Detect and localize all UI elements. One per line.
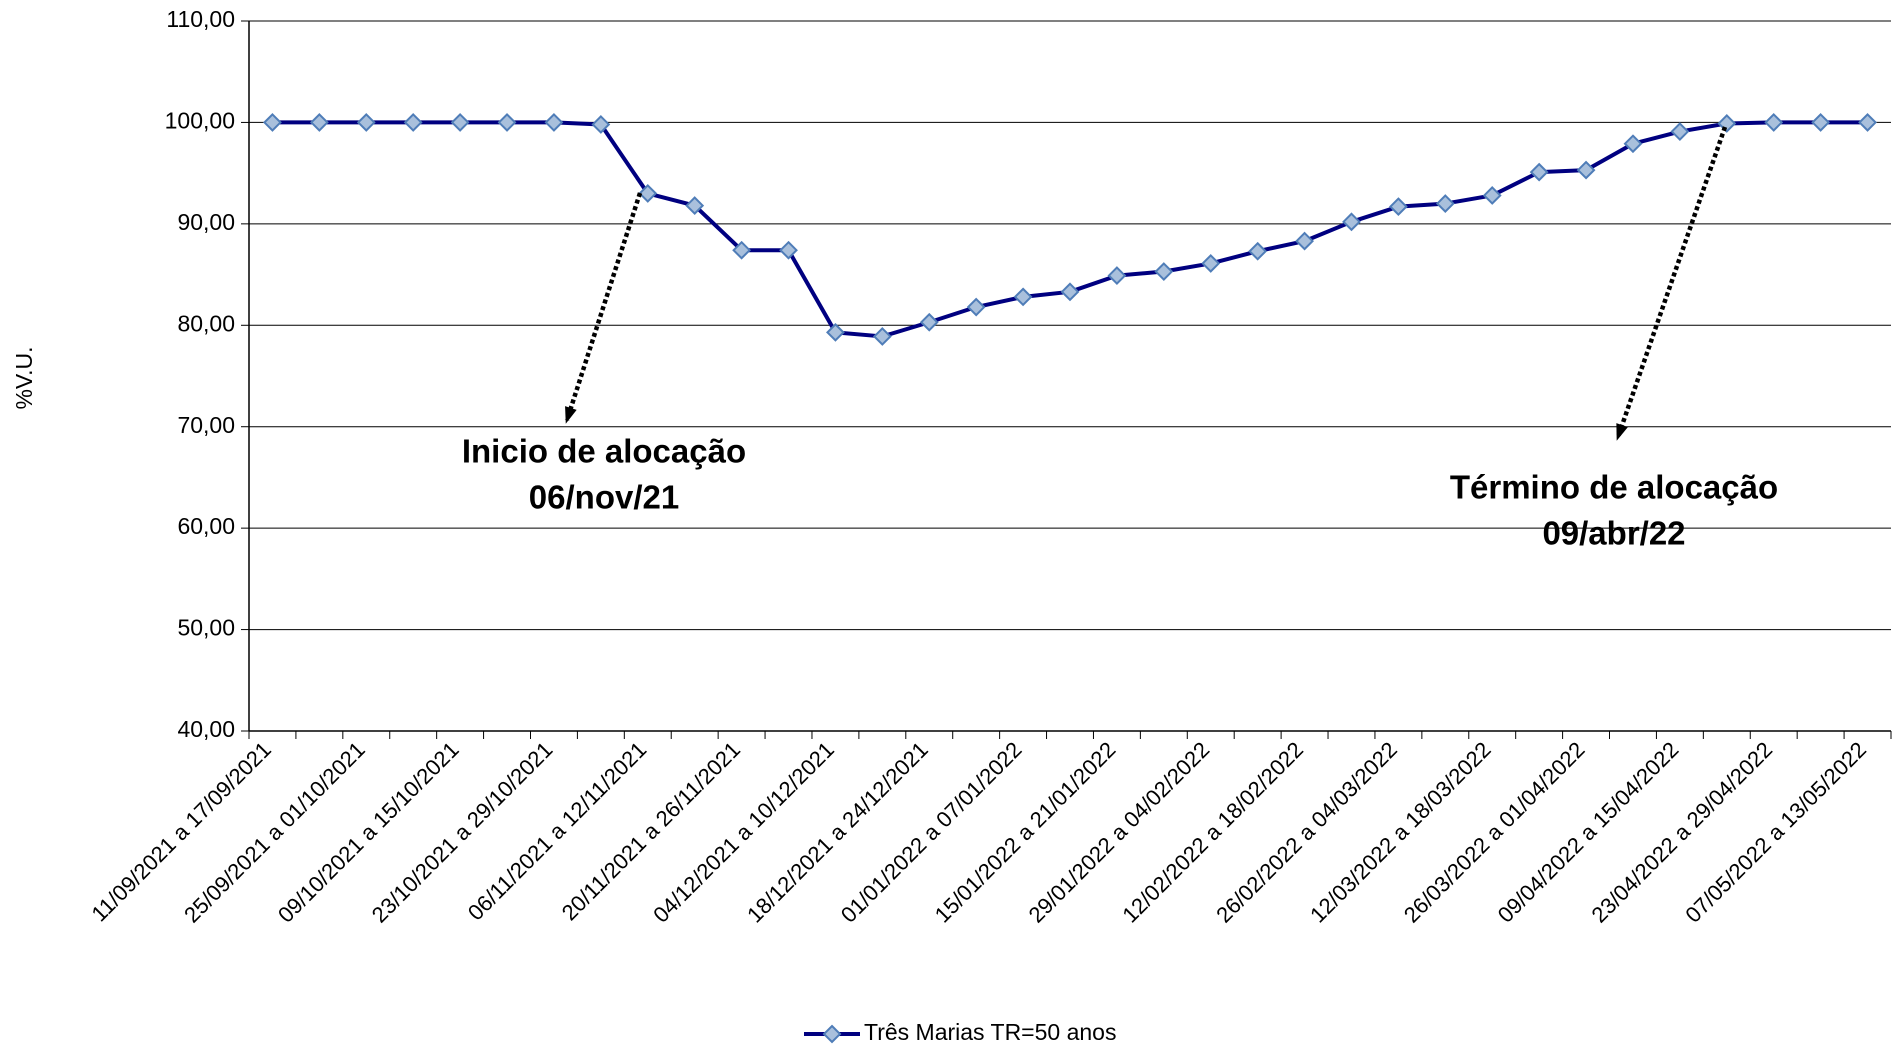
y-tick-label: 100,00 xyxy=(165,108,235,134)
legend-label: Três Marias TR=50 anos xyxy=(864,1019,1116,1045)
x-tick-label: 29/01/2022 a 04/02/2022 xyxy=(1024,737,1215,928)
marker xyxy=(1482,186,1502,205)
marker xyxy=(779,240,798,260)
marker xyxy=(1811,113,1831,132)
x-tick-label: 04/12/2021 a 10/12/2021 xyxy=(648,737,839,928)
marker xyxy=(919,312,939,332)
x-tick-label: 26/03/2022 a 01/04/2022 xyxy=(1399,737,1590,928)
marker xyxy=(544,113,564,132)
marker xyxy=(685,196,705,216)
marker xyxy=(1388,197,1408,217)
y-tick-label: 80,00 xyxy=(177,310,235,336)
marker xyxy=(1154,262,1174,281)
marker xyxy=(450,113,470,132)
annotation-text: 09/abr/22 xyxy=(1542,515,1685,552)
marker xyxy=(1858,113,1877,132)
annotation-text: 06/nov/21 xyxy=(529,479,679,516)
marker xyxy=(1670,122,1690,141)
y-tick-label: 70,00 xyxy=(177,412,235,438)
x-tick-label: 12/02/2022 a 18/02/2022 xyxy=(1117,737,1308,928)
marker xyxy=(1201,253,1221,273)
marker xyxy=(497,113,517,132)
marker xyxy=(1764,113,1784,132)
annotation-text: Término de alocação xyxy=(1450,469,1778,506)
marker xyxy=(591,115,611,134)
annotation-arrow xyxy=(564,192,643,421)
x-tick-label: 26/02/2022 a 04/03/2022 xyxy=(1211,737,1402,928)
y-tick-label: 60,00 xyxy=(177,513,235,539)
x-tick-label: 15/01/2022 a 21/01/2022 xyxy=(930,737,1121,928)
legend-marker xyxy=(822,1024,842,1044)
x-tick-label: 09/04/2022 a 15/04/2022 xyxy=(1493,737,1684,928)
marker xyxy=(1576,160,1596,180)
x-tick-label: 12/03/2022 a 18/03/2022 xyxy=(1305,737,1496,928)
marker xyxy=(263,113,282,132)
marker xyxy=(1529,162,1549,182)
x-tick-label: 23/04/2022 a 29/04/2022 xyxy=(1587,737,1778,928)
y-tick-label: 40,00 xyxy=(177,716,235,742)
y-axis-label: %V.U. xyxy=(11,346,37,409)
x-tick-label: 20/11/2021 a 26/11/2021 xyxy=(557,737,745,925)
marker xyxy=(403,113,423,132)
marker xyxy=(1342,212,1361,232)
marker xyxy=(966,297,986,317)
x-tick-label: 07/05/2022 a 13/05/2022 xyxy=(1680,737,1871,928)
marker xyxy=(1623,134,1643,154)
marker xyxy=(1717,114,1737,133)
marker xyxy=(1013,287,1033,307)
marker xyxy=(732,240,752,260)
annotation-arrowhead xyxy=(565,406,577,424)
x-tick-label: 18/12/2021 a 24/12/2021 xyxy=(742,737,933,928)
annotation-arrowhead xyxy=(1616,423,1628,441)
marker xyxy=(1107,266,1127,286)
x-tick-label: 25/09/2021 a 01/10/2021 xyxy=(179,737,370,928)
marker xyxy=(638,184,658,203)
marker xyxy=(1435,194,1455,213)
x-tick-label: 11/09/2021 a 17/09/2021 xyxy=(86,737,276,927)
x-tick-label: 09/10/2021 a 15/10/2021 xyxy=(273,737,464,928)
y-tick-label: 50,00 xyxy=(177,615,235,641)
marker xyxy=(309,113,329,132)
marker xyxy=(356,113,376,132)
y-tick-label: 90,00 xyxy=(177,209,235,235)
x-tick-label: 23/10/2021 a 29/10/2021 xyxy=(367,737,558,928)
y-tick-label: 110,00 xyxy=(166,6,235,32)
x-tick-label: 01/01/2022 a 07/01/2022 xyxy=(836,737,1027,928)
marker xyxy=(1295,231,1314,251)
annotation-arrow xyxy=(1615,126,1728,438)
annotation-text: Inicio de alocação xyxy=(462,433,746,470)
marker xyxy=(872,327,892,346)
marker xyxy=(1060,282,1080,302)
marker xyxy=(826,322,845,342)
marker xyxy=(1248,241,1268,261)
series-line xyxy=(272,120,1868,339)
x-tick-label: 06/11/2021 a 12/11/2021 xyxy=(463,737,651,925)
